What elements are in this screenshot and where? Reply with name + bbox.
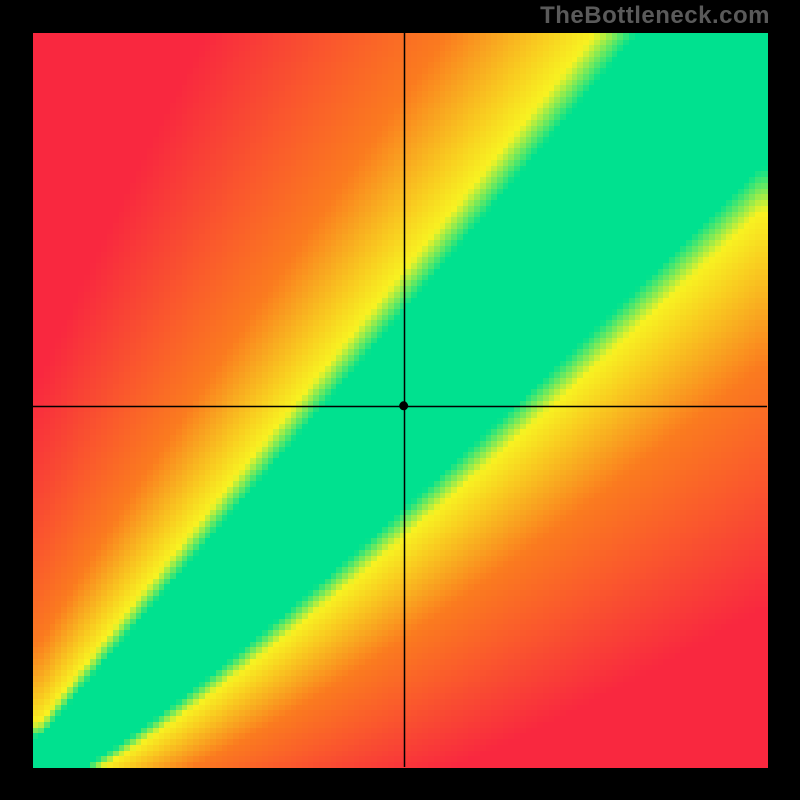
bottleneck-heatmap xyxy=(0,0,800,800)
watermark: TheBottleneck.com xyxy=(540,2,770,30)
chart-container: TheBottleneck.com xyxy=(0,0,800,800)
